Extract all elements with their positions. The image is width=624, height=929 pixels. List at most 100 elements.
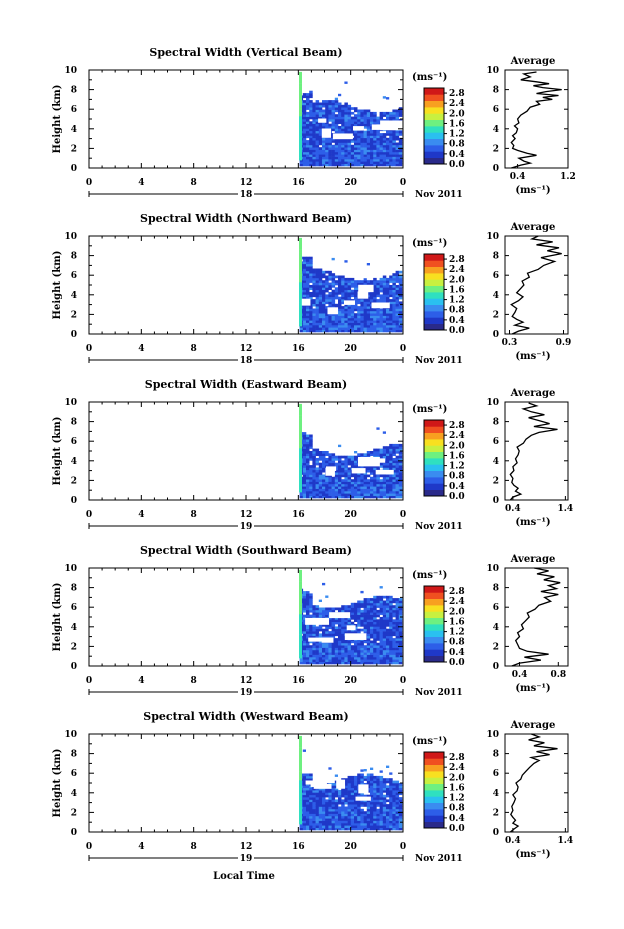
heatmap-cell [395, 317, 400, 321]
heatmap-cell [325, 607, 329, 611]
heatmap-cell [363, 137, 368, 141]
heatmap-cell [315, 827, 320, 831]
heatmap-cell [389, 649, 393, 653]
heatmap-cell [379, 455, 384, 459]
heatmap-cell [309, 458, 313, 461]
heatmap-cell [299, 738, 302, 742]
heatmap-cell [299, 659, 304, 662]
heatmap-cell [331, 827, 336, 831]
heatmap-cell [299, 643, 302, 647]
heatmap-cell [306, 495, 310, 499]
heatmap-cell [354, 299, 358, 302]
heatmap-cell [389, 624, 393, 627]
heatmap-cell [354, 121, 358, 124]
heatmap-cell [354, 472, 358, 475]
heatmap-cell [389, 654, 393, 658]
heatmap-cell [328, 273, 332, 276]
heatmap-cell [395, 614, 400, 618]
heatmap-cell [318, 467, 323, 471]
heatmap-cell [395, 327, 400, 330]
heatmap-cell [315, 149, 320, 153]
x-tick-label: 0 [86, 842, 92, 852]
heatmap-cell [392, 785, 396, 788]
profile-y-tick-label: 6 [493, 603, 499, 613]
heatmap-cell [306, 151, 310, 155]
heatmap-cell [382, 614, 387, 618]
heatmap-cell [382, 652, 387, 655]
x-tick-label: 8 [191, 676, 197, 686]
heatmap-cell [334, 102, 339, 106]
heatmap-cell [299, 785, 302, 790]
profile-x-tick-label: 0.4 [505, 504, 521, 514]
heatmap-cell [379, 624, 384, 627]
heatmap-cell [376, 163, 380, 167]
heatmap-cell [354, 822, 358, 826]
heatmap-cell [322, 156, 326, 160]
heatmap-cell [347, 621, 352, 625]
heatmap-cell [328, 476, 332, 480]
heatmap-cell [322, 306, 326, 309]
profile-y-tick-label: 0 [493, 330, 499, 340]
heatmap-cell [306, 158, 310, 162]
heatmap-cell [357, 322, 361, 326]
heatmap-cell [299, 148, 302, 152]
panel-title: Spectral Width (Vertical Beam) [149, 46, 342, 59]
colorbar-tick-label: 1.2 [449, 130, 465, 140]
heatmap-cell [325, 654, 329, 658]
y-tick-label: 10 [64, 730, 77, 740]
heatmap-cell [312, 301, 316, 305]
heatmap-cell [363, 820, 368, 824]
heatmap-cell [302, 308, 307, 312]
heatmap-cell [341, 154, 345, 157]
heatmap-cell [366, 123, 371, 127]
heatmap-cell [386, 467, 390, 471]
heatmap-cell [389, 595, 393, 599]
heatmap-cell [398, 308, 403, 312]
heatmap-cell [386, 605, 390, 608]
heatmap-cell [366, 820, 371, 824]
heatmap-cell [373, 790, 377, 793]
heatmap-cell [299, 661, 304, 665]
heatmap-cell [373, 486, 377, 489]
heatmap-cell [344, 154, 348, 157]
heatmap-cell [392, 154, 396, 157]
heatmap-cell [309, 158, 313, 162]
heatmap-cell [325, 595, 329, 598]
heatmap-cell [382, 320, 387, 323]
heatmap-cell [341, 107, 345, 110]
heatmap-cell [398, 815, 403, 819]
heatmap-cell [360, 481, 364, 485]
heatmap-cell [370, 119, 374, 122]
heatmap-cell [299, 80, 302, 84]
heatmap-cell [334, 123, 339, 127]
heatmap-cell [302, 593, 307, 597]
heatmap-cell [338, 806, 342, 810]
heatmap-cell [341, 462, 345, 466]
heatmap-cell [312, 308, 316, 312]
heatmap-cell [344, 621, 348, 625]
heatmap-cell [389, 661, 393, 665]
heatmap-cell [344, 808, 348, 812]
heatmap-cell [299, 809, 302, 813]
heatmap-cell [306, 277, 310, 281]
heatmap-cell [389, 133, 393, 136]
heatmap-cell [370, 111, 374, 115]
profile-y-tick-label: 2 [493, 310, 499, 320]
heatmap-cell [363, 280, 368, 283]
heatmap-cell [398, 790, 403, 793]
heatmap-cell [386, 619, 390, 622]
heatmap-cell [328, 100, 332, 103]
heatmap-cell [373, 656, 377, 660]
heatmap-cell [334, 659, 339, 662]
heatmap-cell [373, 324, 377, 328]
heatmap-cell [331, 460, 336, 464]
heatmap-cell [328, 303, 332, 307]
heatmap-cell [373, 813, 377, 817]
heatmap-cell [331, 161, 336, 164]
heatmap-cell [299, 655, 302, 659]
heatmap-cell [302, 109, 307, 113]
heatmap-cell [366, 647, 371, 651]
heatmap-cell [354, 322, 358, 326]
heatmap-cell [379, 142, 384, 146]
heatmap-cell [389, 465, 393, 468]
